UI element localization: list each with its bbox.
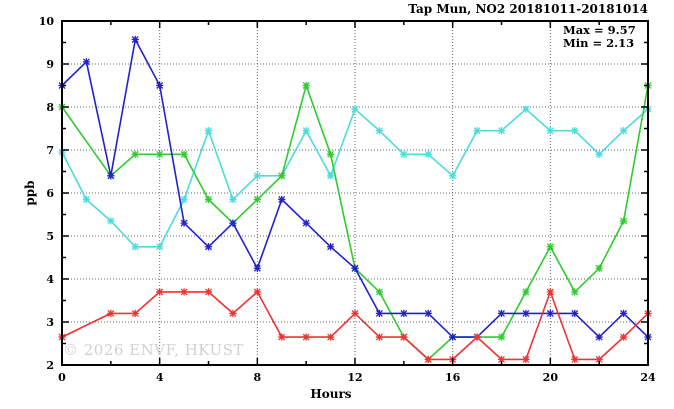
y-axis-label: ppb [23,180,37,206]
x-tick-label: 8 [254,371,262,384]
x-tick-label: 12 [347,371,362,384]
tick-labels: 0 4 8 12 16 20 24 2 3 4 5 6 7 8 9 10 [39,15,656,384]
legend-min-value: Min = 2.13 [563,36,635,50]
x-tick-label: 16 [445,371,461,384]
x-tick-label: 20 [543,371,559,384]
x-tick-label: 4 [156,371,164,384]
legend-max-value: Max = 9.57 [563,23,636,37]
y-tick-label: 4 [46,273,54,286]
plot-border [61,20,649,366]
chart-title: Tap Mun, NO2 20181011-20181014 [408,2,648,16]
y-tick-label: 9 [46,58,54,71]
x-tick-label: 24 [640,371,656,384]
y-tick-label: 7 [46,144,54,157]
legend: Max = 9.57 Min = 2.13 [563,24,636,50]
x-tick-label: 0 [58,371,66,384]
watermark: © 2026 ENVF, HKUST [63,341,244,359]
x-axis-label: Hours [310,387,352,401]
y-tick-label: 8 [46,101,54,114]
y-tick-label: 6 [46,187,54,200]
y-tick-label: 5 [46,230,54,243]
y-tick-label: 10 [39,15,55,28]
y-tick-label: 2 [46,359,54,372]
y-tick-label: 3 [46,316,54,329]
grid-lines [62,21,648,365]
